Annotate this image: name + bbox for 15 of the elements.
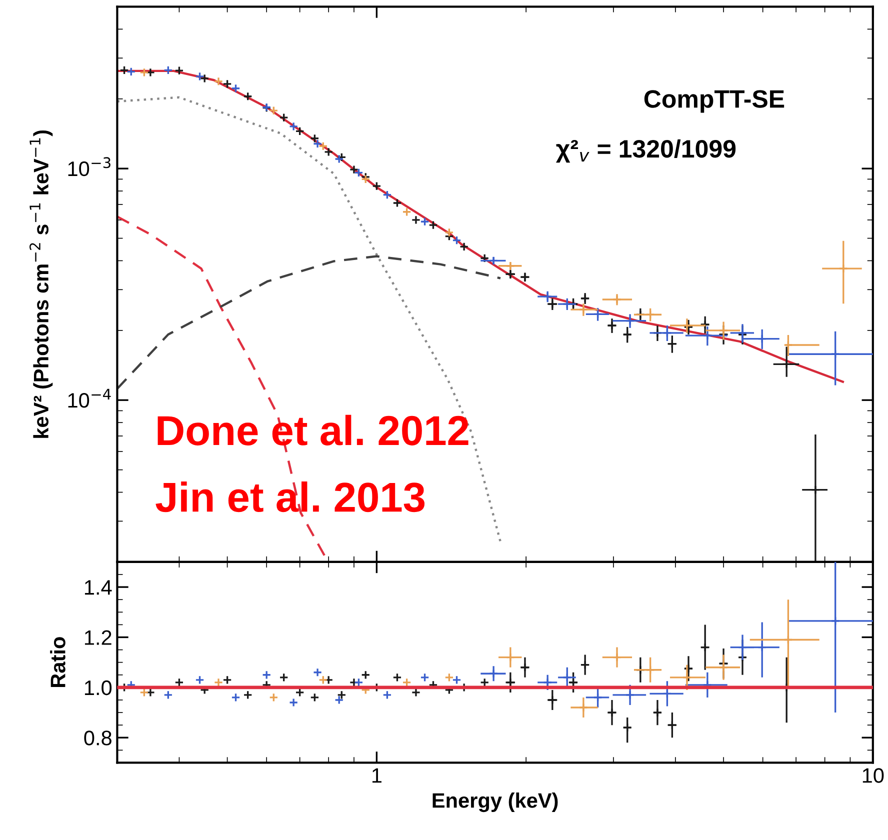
- y-tick-label: 10$^{−4}$: [68, 388, 111, 408]
- y-tick-label: 1.0: [84, 680, 112, 696]
- y-axis-title: keV² (Photons cm$^{−2}$ s$^{−1}$ keV$^{−1}$): [30, 130, 53, 438]
- y-axis-title: Ratio: [50, 637, 66, 687]
- annotation: CompTT-SE: [644, 90, 784, 113]
- annotation: Done et al. 2012: [158, 414, 468, 446]
- annotation: Jin et al. 2013: [156, 481, 424, 512]
- y-tick-label: 10$^{−3}$: [68, 157, 110, 176]
- annotation: χ²$_{v}$ = 1320/1099: [556, 139, 736, 163]
- y-tick-label: 1.2: [84, 630, 112, 645]
- y-tick-label: 1.4: [84, 580, 112, 595]
- y-tick-label: 0.8: [84, 730, 112, 746]
- x-tick-label: 10: [862, 768, 884, 783]
- x-tick-label: 1: [372, 768, 382, 783]
- x-axis-title: Energy (keV): [432, 792, 558, 812]
